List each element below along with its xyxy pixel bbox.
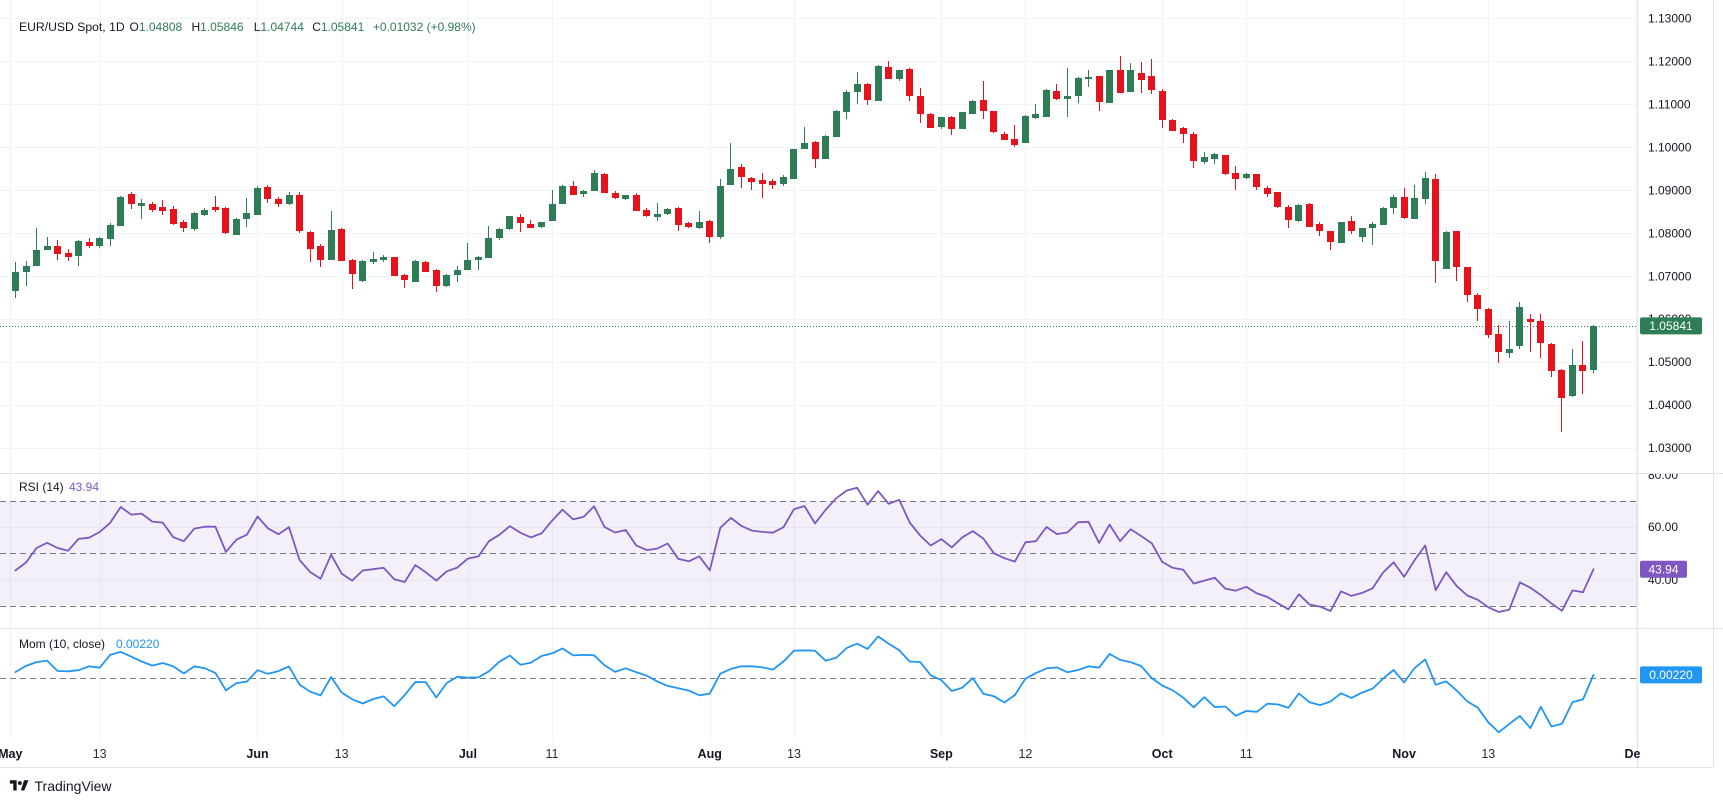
svg-text:+0.01032 (+0.98%): +0.01032 (+0.98%) (373, 20, 476, 34)
svg-text:Sep: Sep (930, 747, 953, 761)
svg-text:TradingView: TradingView (35, 778, 113, 794)
svg-text:Aug: Aug (698, 747, 722, 761)
svg-text:60.00: 60.00 (1648, 520, 1678, 534)
svg-text:Oct: Oct (1152, 747, 1174, 761)
svg-text:Jun: Jun (246, 747, 268, 761)
svg-text:1.05000: 1.05000 (1648, 355, 1692, 369)
svg-text:1.13000: 1.13000 (1648, 12, 1692, 26)
svg-text:43.94: 43.94 (1648, 562, 1678, 576)
svg-text:May: May (0, 747, 23, 761)
svg-text:1.11000: 1.11000 (1648, 98, 1691, 112)
svg-text:1.10000: 1.10000 (1648, 141, 1692, 155)
svg-text:1.03000: 1.03000 (1648, 441, 1692, 455)
svg-text:1.08000: 1.08000 (1648, 226, 1692, 240)
svg-text:Jul: Jul (459, 747, 477, 761)
svg-text:C1.05841: C1.05841 (312, 20, 364, 34)
svg-text:1.05841: 1.05841 (1649, 319, 1693, 333)
svg-text:13: 13 (1481, 747, 1495, 761)
svg-text:O1.04808: O1.04808 (130, 20, 183, 34)
svg-text:1.07000: 1.07000 (1648, 269, 1692, 283)
svg-text:11: 11 (1240, 747, 1253, 761)
svg-text:1.12000: 1.12000 (1648, 55, 1692, 69)
svg-text:0.00220: 0.00220 (116, 637, 160, 651)
svg-text:1.09000: 1.09000 (1648, 183, 1692, 197)
svg-text:EUR/USD Spot, 1D: EUR/USD Spot, 1D (19, 20, 125, 34)
svg-text:Mom (10, close): Mom (10, close) (19, 637, 105, 651)
svg-text:13: 13 (93, 747, 107, 761)
svg-text:RSI (14): RSI (14) (19, 480, 64, 494)
svg-text:0.00220: 0.00220 (1649, 668, 1693, 682)
svg-text:12: 12 (1018, 747, 1032, 761)
svg-text:Nov: Nov (1392, 747, 1416, 761)
svg-text:1.04000: 1.04000 (1648, 398, 1692, 412)
svg-text:De: De (1625, 747, 1641, 761)
svg-text:13: 13 (335, 747, 349, 761)
svg-text:80.00: 80.00 (1648, 468, 1678, 482)
svg-text:13: 13 (787, 747, 801, 761)
svg-text:43.94: 43.94 (69, 480, 99, 494)
svg-text:L1.04744: L1.04744 (254, 20, 304, 34)
svg-text:11: 11 (546, 747, 559, 761)
svg-text:H1.05846: H1.05846 (192, 20, 244, 34)
